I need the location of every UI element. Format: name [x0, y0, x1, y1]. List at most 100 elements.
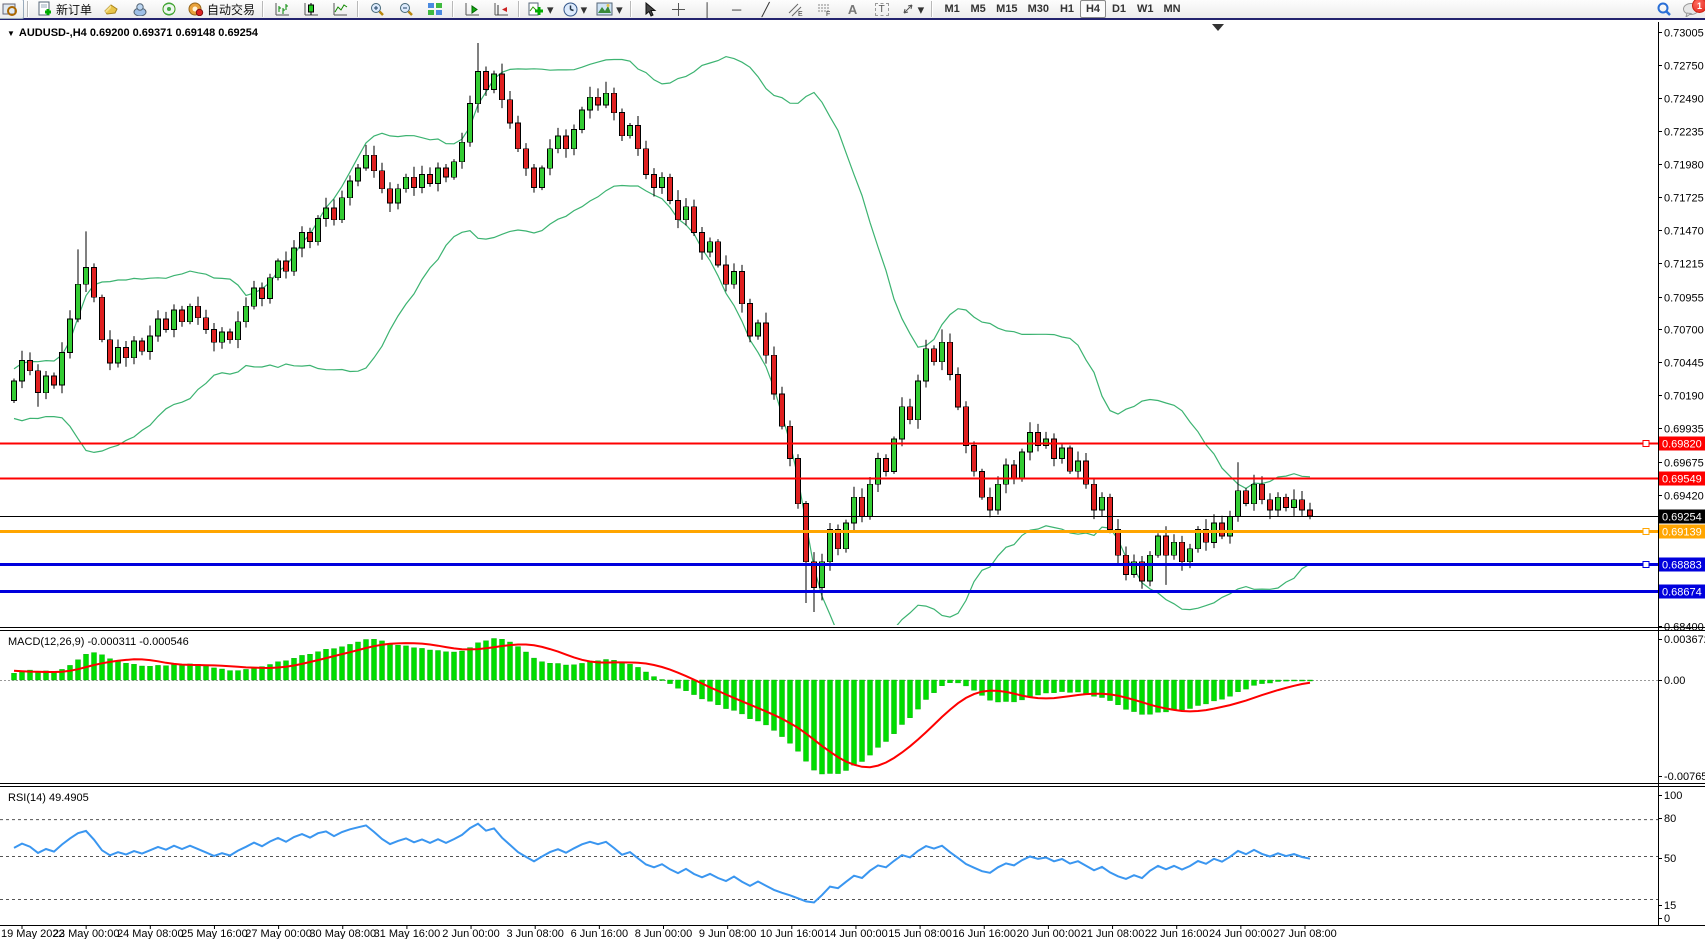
timeframe-W1[interactable]: W1	[1132, 0, 1159, 18]
zoom-out-button[interactable]	[392, 0, 420, 19]
new-order-icon	[38, 1, 51, 16]
collapse-triangle-icon[interactable]: ▼	[7, 28, 15, 38]
macd-bar	[123, 663, 129, 681]
macd-bar	[403, 645, 409, 681]
svg-text:0.00: 0.00	[1664, 675, 1685, 687]
candle-down	[1307, 509, 1313, 517]
separator	[260, 1, 268, 17]
text-label-tool-button[interactable]: T	[868, 0, 896, 19]
svg-text:2 Jun 00:00: 2 Jun 00:00	[442, 928, 500, 939]
notifications-button[interactable]: 1	[1679, 0, 1705, 18]
candlestick-chart-type-button[interactable]	[297, 0, 325, 19]
zoom-in-button[interactable]	[363, 0, 391, 19]
svg-text:0.70445: 0.70445	[1664, 358, 1704, 370]
search-button[interactable]	[1650, 0, 1678, 19]
macd-bar	[739, 679, 745, 715]
candle-down	[195, 305, 201, 319]
macd-bar	[27, 669, 33, 681]
macd-bar	[747, 679, 753, 719]
candle-down	[523, 148, 529, 169]
candle-up	[1075, 460, 1081, 472]
macd-bar	[563, 664, 569, 681]
trendline-tool-button[interactable]: ╱	[761, 1, 770, 17]
macd-bar	[1067, 679, 1073, 693]
timeframe-MN[interactable]: MN	[1158, 0, 1185, 18]
indicators-button[interactable]: ▾	[524, 0, 558, 19]
macd-bar	[891, 679, 897, 734]
candle-down	[499, 73, 505, 101]
equidistant-channel-tool-button[interactable]: E	[781, 0, 809, 19]
fibonacci-tool-button[interactable]: F	[810, 0, 838, 19]
candle-down	[1011, 464, 1017, 479]
candle-down	[99, 296, 105, 341]
candle-down	[883, 458, 889, 472]
candle-up	[1187, 548, 1193, 563]
vertical-line-tool-button[interactable]: │	[703, 1, 712, 17]
svg-text:23 May 00:00: 23 May 00:00	[53, 928, 120, 939]
macd-bar	[779, 679, 785, 737]
svg-text:0.69254: 0.69254	[1662, 512, 1702, 524]
macd-bar	[99, 654, 105, 681]
macd-bar	[1099, 679, 1105, 698]
svg-text:0.69420: 0.69420	[1664, 491, 1704, 503]
candle-up	[915, 380, 921, 421]
autotrading-button[interactable]: 自动交易	[184, 0, 259, 18]
bollinger-bands	[13, 55, 1311, 625]
macd-bar	[283, 660, 289, 681]
macd-bar	[483, 640, 489, 681]
macd-bar	[923, 679, 929, 700]
timeframe-H1[interactable]: H1	[1054, 0, 1080, 18]
crosshair-tool-button[interactable]	[665, 0, 693, 19]
market-watch-icon[interactable]	[97, 0, 125, 19]
toolbar: 新订单 自动交易 ▾ ▾	[0, 0, 1705, 20]
text-tool-button[interactable]: A	[847, 1, 858, 17]
level-price-label	[1659, 557, 1705, 572]
svg-text:80: 80	[1664, 813, 1676, 825]
bar-chart-type-button[interactable]	[268, 0, 296, 19]
level-marker	[1642, 561, 1650, 568]
timeframe-H4[interactable]: H4	[1079, 0, 1106, 18]
new-order-button[interactable]: 新订单	[33, 0, 96, 18]
timeframe-M15[interactable]: M15	[991, 0, 1022, 18]
bollinger-upper-line	[13, 55, 1311, 490]
macd-bar	[259, 666, 265, 681]
signals-icon[interactable]	[155, 0, 183, 19]
periods-button[interactable]: ▾	[559, 0, 592, 19]
svg-text:0.69139: 0.69139	[1662, 527, 1702, 539]
timeframe-M30[interactable]: M30	[1023, 0, 1054, 18]
macd-bar	[627, 664, 633, 681]
macd-bar	[939, 679, 945, 687]
candle-down	[747, 303, 753, 337]
cursor-tool-button[interactable]	[636, 0, 664, 19]
candle-up	[11, 380, 17, 401]
candle-down	[1083, 460, 1089, 485]
line-chart-type-button[interactable]	[326, 0, 354, 19]
chart-window-icon[interactable]	[0, 0, 24, 19]
tile-windows-button[interactable]	[421, 0, 449, 19]
rsi-line	[13, 822, 1311, 904]
candle-down	[931, 348, 937, 363]
macd-bar	[1243, 679, 1249, 690]
templates-button[interactable]: ▾	[592, 0, 627, 19]
macd-bar	[731, 679, 737, 711]
horizontal-line-tool-button[interactable]: ─	[732, 1, 742, 17]
candle-up	[187, 305, 193, 323]
candle-down	[27, 359, 33, 372]
timeframe-M5[interactable]: M5	[965, 0, 991, 18]
macd-bar	[1195, 679, 1201, 706]
macd-bar	[1123, 679, 1129, 710]
candle-down	[1259, 483, 1265, 501]
accounts-icon[interactable]	[126, 0, 154, 19]
timeframe-M1[interactable]: M1	[939, 0, 965, 18]
candle-down	[1107, 496, 1113, 530]
dropdown-arrow-icon: ▾	[580, 1, 588, 17]
chart-shift-button[interactable]	[487, 0, 515, 19]
macd-bar	[1235, 679, 1241, 693]
auto-scroll-button[interactable]	[458, 0, 486, 19]
arrows-tool-button[interactable]: ▾	[897, 0, 929, 19]
candle-down	[1035, 432, 1041, 446]
macd-bar	[755, 679, 761, 722]
timeframe-D1[interactable]: D1	[1106, 0, 1132, 18]
svg-text:10 Jun 16:00: 10 Jun 16:00	[760, 928, 824, 939]
